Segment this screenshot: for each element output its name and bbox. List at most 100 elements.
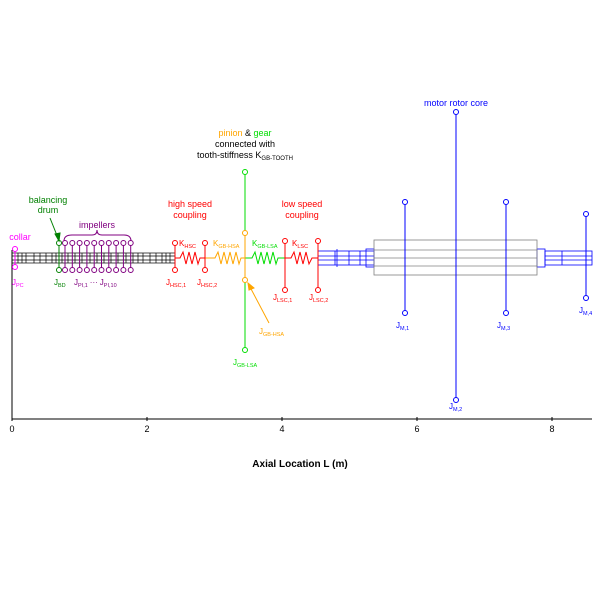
balancing-drum-arrow: [49, 217, 61, 243]
disk-node: [120, 240, 127, 246]
disk-node: [69, 240, 76, 246]
disk-node: [76, 240, 83, 246]
impellers-label: impellers: [79, 220, 116, 230]
disk-node: [282, 287, 288, 293]
label-j-lsc1: JLSC,1: [273, 293, 292, 304]
disk-impeller: [113, 240, 120, 273]
tick-label: 2: [144, 424, 149, 434]
hsc-label-1: high speed: [168, 199, 212, 209]
disk-node: [105, 267, 112, 273]
label-j-hsc1: JHSC,1: [166, 278, 186, 289]
motor-shaft: [317, 248, 593, 268]
label-j-m2: JM,2: [449, 402, 462, 413]
disk-node: [98, 267, 105, 273]
disk-impeller: [120, 240, 127, 273]
label-j-m4: JM,4: [579, 306, 592, 317]
compressor-shaft: [11, 252, 176, 264]
disk-node: [242, 277, 248, 283]
impellers-brace: [63, 229, 132, 242]
lsc-label-1: low speed: [282, 199, 323, 209]
disk-impeller: [91, 240, 98, 273]
disk-motor-4: [583, 211, 589, 301]
disk-node: [76, 267, 83, 273]
disk-impeller: [62, 240, 68, 273]
label-j-hsc2: JHSC,2: [197, 278, 217, 289]
label-j-pi: JPI,1 ··· JPI,10: [74, 278, 117, 289]
disk-node: [172, 240, 178, 246]
inertia-disks: [12, 109, 589, 403]
label-k-hsc: KHSC: [179, 239, 196, 250]
connected-label: connected with: [215, 139, 275, 149]
tooth-text: tooth-stiffness K: [197, 150, 261, 160]
tick-label: 6: [414, 424, 419, 434]
label-j-pc: JPC: [12, 278, 24, 289]
disk-node: [202, 240, 208, 246]
disk-node: [83, 267, 90, 273]
label-k-lsc: KLSC: [292, 239, 308, 250]
disk-node: [113, 240, 120, 246]
balancing-drum-label-1: balancing: [29, 195, 68, 205]
amp-text: &: [245, 128, 251, 138]
disk-motor-2: [453, 109, 459, 403]
label-j-m1: JM,1: [396, 321, 409, 332]
collar-label: collar: [9, 232, 31, 242]
disk-node: [127, 240, 134, 246]
tick-label: 8: [549, 424, 554, 434]
label-j-gb-hsa: JGB-HSA: [259, 327, 284, 338]
disk-impeller: [127, 240, 134, 273]
disk-impeller: [98, 240, 105, 273]
disk-node: [242, 230, 248, 236]
hsc-label-2: coupling: [173, 210, 207, 220]
disk-impeller: [105, 240, 112, 273]
disk-node: [12, 264, 18, 270]
disk-hsc-1: [172, 240, 178, 273]
tooth-stiffness-label: tooth-stiffness KGB-TOOTH: [197, 150, 293, 162]
pinion-gear-label: pinion & gear: [218, 128, 271, 138]
disk-node: [56, 267, 62, 273]
disk-node: [503, 310, 509, 316]
disk-node: [105, 240, 112, 246]
disk-node: [62, 267, 68, 273]
disk-node: [315, 287, 321, 293]
disk-motor-3: [503, 199, 509, 316]
disk-node: [113, 267, 120, 273]
spring-k-lsc: [285, 250, 318, 266]
disk-node: [127, 267, 134, 273]
pinion-arrow: [247, 281, 270, 324]
disk-impeller: [76, 240, 83, 273]
disk-node: [402, 199, 408, 205]
disk-node: [202, 267, 208, 273]
spring-k-hsc: [175, 250, 205, 266]
tick-label: 4: [279, 424, 284, 434]
disk-node: [83, 240, 90, 246]
disk-impeller: [69, 240, 76, 273]
disk-node: [69, 267, 76, 273]
pinion-text: pinion: [218, 128, 242, 138]
x-axis-title: Axial Location L (m): [252, 459, 347, 470]
lsc-label-2: coupling: [285, 210, 319, 220]
disk-node: [453, 109, 459, 115]
motor-rotor-core-label: motor rotor core: [424, 98, 488, 108]
disk-node: [98, 240, 105, 246]
disk-node: [12, 246, 18, 252]
disk-node: [62, 240, 68, 246]
disk-impeller: [83, 240, 90, 273]
label-j-lsc2: JLSC,2: [309, 293, 328, 304]
spring-k-gb-lsa: [245, 250, 285, 266]
x-ticks: [11, 417, 553, 421]
disk-node: [402, 310, 408, 316]
disk-motor-1: [402, 199, 408, 316]
disk-lsc-1: [282, 238, 288, 293]
disk-collar: [12, 246, 18, 270]
disk-pinion: [242, 230, 248, 283]
label-k-gb-lsa: KGB-LSA: [252, 239, 278, 250]
disk-node: [172, 267, 178, 273]
disk-node: [453, 397, 459, 403]
label-k-gb-hsa: KGB-HSA: [213, 239, 240, 250]
disk-balancing-drum: [56, 240, 62, 273]
disk-node: [315, 238, 321, 244]
disk-hsc-2: [202, 240, 208, 273]
disk-node: [242, 169, 248, 175]
